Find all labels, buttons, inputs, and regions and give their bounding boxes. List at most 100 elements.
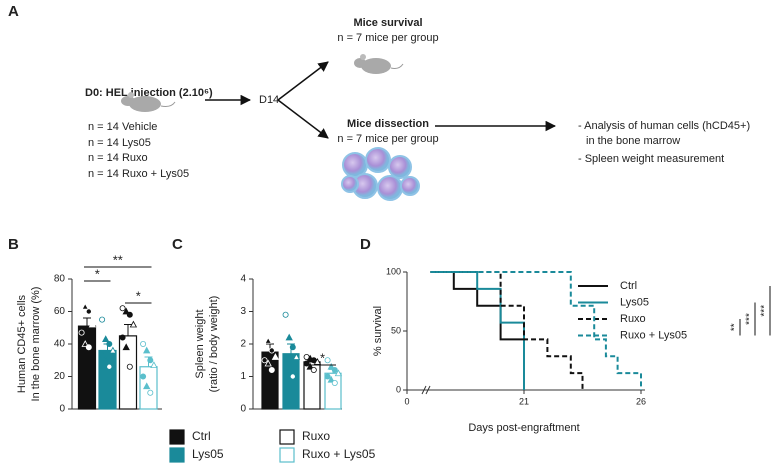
point <box>99 316 106 323</box>
legend-swatch <box>279 447 295 463</box>
y-axis-label: (ratio / body weight) <box>208 296 220 393</box>
point <box>140 373 147 380</box>
significance-label: *** <box>745 313 756 325</box>
point <box>261 357 268 364</box>
y-tick-label: 0 <box>240 404 246 415</box>
point <box>147 357 154 364</box>
y-tick-label: 60 <box>54 306 66 317</box>
point <box>310 366 317 373</box>
point <box>264 336 272 344</box>
point <box>78 298 85 305</box>
mouse-icon <box>121 92 176 112</box>
legend-label: Ctrl <box>620 280 637 292</box>
point <box>119 334 126 341</box>
x-tick-label: 26 <box>636 396 646 406</box>
y-axis-label: In the bone marrow (%) <box>30 287 42 402</box>
point <box>150 361 158 369</box>
legend-label: Ruxo <box>620 313 646 325</box>
legend-label: Ctrl <box>192 429 211 443</box>
panel-label: D <box>360 236 371 253</box>
y-axis-label: Human CD45+ cells <box>16 294 28 393</box>
y-tick-label: 4 <box>240 274 246 285</box>
analysis: - Analysis of human cells (hCD45+) <box>578 120 750 132</box>
survival-n: n = 7 mice per group <box>337 32 438 44</box>
dissection-title: Mice dissection <box>347 118 429 130</box>
point <box>119 305 126 312</box>
point <box>143 346 151 354</box>
survival-curve <box>430 271 642 390</box>
point <box>143 382 151 390</box>
legend-label: Ruxo + Lys05 <box>302 447 376 461</box>
legend-swatch <box>169 429 185 445</box>
point <box>282 311 289 318</box>
point <box>85 308 92 315</box>
legend-label: Ruxo <box>302 429 330 443</box>
analysis: - Spleen weight measurement <box>578 153 724 165</box>
group: n = 14 Lys05 <box>88 137 151 149</box>
point <box>106 340 113 347</box>
analysis: in the bone marrow <box>586 135 680 147</box>
point <box>331 379 338 386</box>
point <box>85 344 92 351</box>
point <box>264 359 272 367</box>
legend-label: Ruxo + Lys05 <box>620 329 687 341</box>
point <box>289 373 296 380</box>
significance-label: * <box>136 288 141 303</box>
survival-curve <box>430 271 525 390</box>
point <box>81 302 89 310</box>
significance-label: ** <box>730 323 741 331</box>
injection: D0: HEL injection (2.10⁶) <box>85 87 213 99</box>
point <box>303 360 310 367</box>
point <box>285 333 293 341</box>
point <box>289 344 296 351</box>
y-tick-label: 40 <box>54 339 66 350</box>
point <box>129 320 138 328</box>
y-tick-label: 0 <box>59 404 65 415</box>
y-tick-label: 3 <box>240 306 246 317</box>
mouse-icon <box>354 54 404 74</box>
point <box>102 335 110 343</box>
point <box>324 373 331 380</box>
point <box>285 366 293 373</box>
point <box>292 353 301 360</box>
point <box>106 363 113 370</box>
point <box>126 311 133 318</box>
point <box>122 343 130 351</box>
legend-swatch <box>279 429 295 445</box>
survival-title: Mice survival <box>353 17 422 29</box>
timepoint: D14 <box>259 94 279 106</box>
group: n = 14 Ruxo + Lys05 <box>88 168 189 180</box>
point <box>261 277 268 284</box>
y-tick-label: 80 <box>54 274 66 285</box>
significance-label: *** <box>760 305 771 317</box>
point <box>313 358 322 365</box>
significance-label: * <box>320 350 325 365</box>
arrow <box>277 99 329 139</box>
point <box>268 347 275 354</box>
error-bar <box>83 317 91 327</box>
point <box>334 369 343 377</box>
panel-label: C <box>172 236 183 253</box>
point <box>109 346 117 354</box>
point <box>102 356 110 364</box>
legend-swatch <box>169 447 185 463</box>
y-tick-label: 1 <box>240 371 246 382</box>
point <box>271 353 280 360</box>
point <box>147 389 154 396</box>
significance-label: ** <box>113 252 123 267</box>
x-tick-label: 21 <box>519 396 529 406</box>
point <box>282 360 289 367</box>
arrow <box>277 61 329 101</box>
y-tick-label: 20 <box>54 371 66 382</box>
y-tick-label: 50 <box>391 325 401 335</box>
survival-curve <box>430 271 525 390</box>
panel-label: A <box>8 3 19 20</box>
y-tick-label: 0 <box>396 384 401 394</box>
legend-label: Lys05 <box>620 296 649 308</box>
bar <box>77 325 97 410</box>
y-tick-label: 2 <box>240 339 246 350</box>
point <box>268 366 275 373</box>
survival-curve <box>430 271 584 390</box>
y-tick-label: 100 <box>386 266 401 276</box>
x-tick-label: 0 <box>404 396 409 406</box>
